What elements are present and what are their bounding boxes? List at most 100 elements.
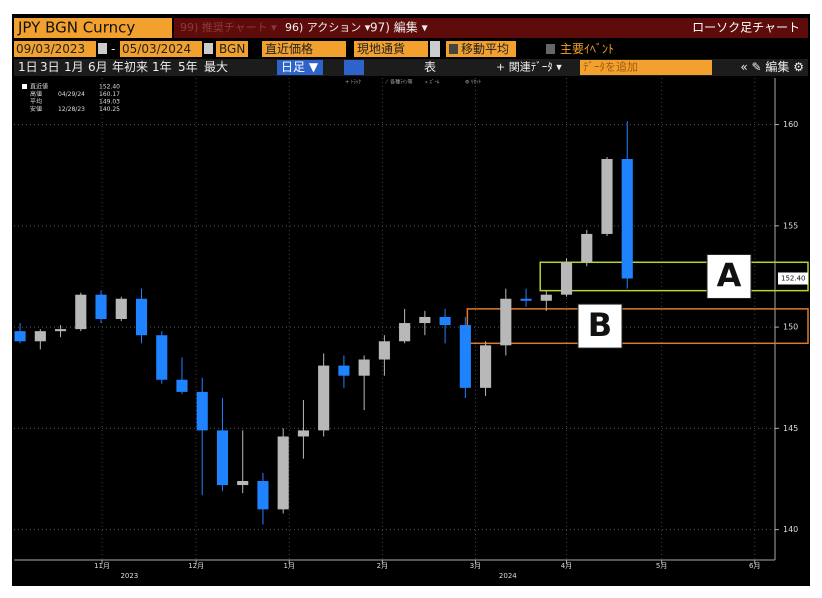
checkbox[interactable] [449, 44, 458, 54]
candle-body [480, 345, 492, 388]
menu-bar [174, 18, 808, 38]
x-tick-label: 5月 [656, 562, 667, 570]
input-box[interactable] [262, 41, 346, 57]
candle-body [621, 159, 633, 279]
checkbox[interactable] [546, 44, 555, 54]
legend-date: 04/29/24 [58, 91, 85, 98]
legend-swatch [22, 84, 27, 89]
calendar-icon[interactable] [98, 43, 107, 54]
candle-body [135, 298, 148, 336]
input-box[interactable] [120, 41, 202, 57]
candle-body [156, 335, 168, 380]
input-box[interactable] [354, 41, 428, 57]
period-button[interactable]: 1日 [18, 60, 38, 74]
candle-body [115, 298, 127, 319]
input-box[interactable] [14, 41, 96, 57]
year-label: 2023 [120, 572, 138, 580]
y-tick-label: 150 [783, 323, 798, 332]
y-tick-label: 160 [783, 120, 798, 129]
candle-body [176, 379, 188, 392]
currency: 現地通貨 [357, 41, 405, 56]
events: 主要ｲﾍﾞﾝﾄ [560, 42, 614, 56]
candle-body [34, 331, 46, 342]
candle-body [196, 391, 208, 431]
period-button[interactable]: 最大 [204, 60, 228, 74]
chart-tool[interactable]: ⌕ ｽﾞｰﾑ [425, 79, 440, 86]
y-tick-label: 140 [783, 525, 798, 534]
annotation-label-box [577, 303, 623, 349]
candle-body [581, 233, 593, 263]
candle-body [419, 316, 431, 324]
input-box[interactable] [446, 41, 516, 57]
legend-label: 平均 [30, 98, 42, 106]
candle-body [75, 294, 87, 330]
chart-tool[interactable]: ⚙ ﾘｾｯﾄ [465, 80, 482, 86]
legend-value: 160.17 [99, 91, 120, 98]
x-tick-label: 6月 [749, 562, 760, 570]
dropdown[interactable] [430, 41, 440, 57]
x-tick-label: 4月 [561, 562, 572, 570]
chart-kind: ローソク足チャート [692, 21, 800, 35]
frequency: 日足 ▼ [281, 60, 319, 74]
period-button[interactable]: 5年 [178, 60, 198, 74]
security: JPY BGN Curncy [17, 19, 135, 37]
table[interactable]: 表 [424, 60, 436, 74]
candle-body [237, 481, 249, 486]
x-tick-label: 11月 [94, 562, 110, 570]
period-button[interactable]: 1月 [64, 60, 84, 74]
dash: - [111, 42, 115, 56]
add-data: ﾃﾞｰﾀを追加 [583, 60, 638, 74]
year-label: 2024 [499, 572, 517, 580]
chart-tool[interactable]: + ﾄﾗｯｸ [345, 80, 361, 86]
menu-item[interactable]: 96) アクション ▾ [285, 21, 371, 34]
candle-body [277, 436, 289, 510]
candle-body [297, 430, 309, 437]
legend-date: 12/28/23 [58, 106, 85, 113]
period-button[interactable]: 年初来 [112, 60, 148, 74]
x-tick-label: 2月 [377, 562, 388, 570]
candle-body [216, 430, 229, 486]
candle-body [459, 325, 471, 388]
candle-button[interactable] [344, 60, 364, 75]
last-price-label: 152.40 [781, 274, 806, 282]
edit[interactable]: « ✎ 編集 ⚙ [740, 59, 804, 74]
period-button[interactable]: 6月 [88, 60, 108, 74]
candle-body [14, 331, 26, 342]
candle-body [500, 298, 512, 346]
end-date: 05/03/2024 [122, 42, 191, 56]
security-box[interactable] [14, 18, 172, 38]
y-tick-label: 155 [783, 221, 798, 230]
candle-body [439, 316, 451, 326]
start-date: 09/03/2023 [16, 42, 85, 56]
annotation-label: B [588, 306, 612, 344]
candle-body [520, 298, 532, 301]
input-box[interactable] [216, 41, 248, 57]
menu-item[interactable]: 97) 編集 ▾ [370, 20, 428, 35]
candle-body [378, 341, 390, 360]
chart-tool[interactable]: ⟋ 各種ﾗｲﾝ等 [385, 79, 413, 86]
candle-body [601, 159, 613, 234]
candle-body [358, 359, 370, 376]
candle-body [399, 323, 411, 342]
x-tick-label: 3月 [470, 562, 481, 570]
period-button[interactable]: 3日 [40, 60, 60, 74]
last-price-tag [778, 272, 808, 285]
annotation-label-box [706, 253, 752, 299]
calendar-icon[interactable] [204, 43, 213, 54]
period-button[interactable]: 1年 [152, 60, 172, 74]
legend-value: 140.25 [99, 106, 120, 113]
legend-label: 安値 [30, 105, 42, 113]
frequency-button[interactable] [277, 60, 323, 75]
candle-body [338, 365, 350, 376]
x-tick-label: 1月 [284, 562, 295, 570]
field: 直近価格 [265, 41, 313, 56]
menu-item[interactable]: 99) 推奨チャート ▾ [180, 20, 277, 34]
legend-label: 直近値 [30, 83, 48, 91]
candle-body [95, 294, 107, 319]
related[interactable]: + 関連ﾃﾞｰﾀ ▾ [496, 60, 562, 74]
candle-body [257, 481, 269, 510]
panel [12, 14, 810, 586]
candle-body [318, 365, 330, 431]
input-box[interactable] [580, 60, 712, 75]
y-tick-label: 145 [783, 424, 798, 433]
